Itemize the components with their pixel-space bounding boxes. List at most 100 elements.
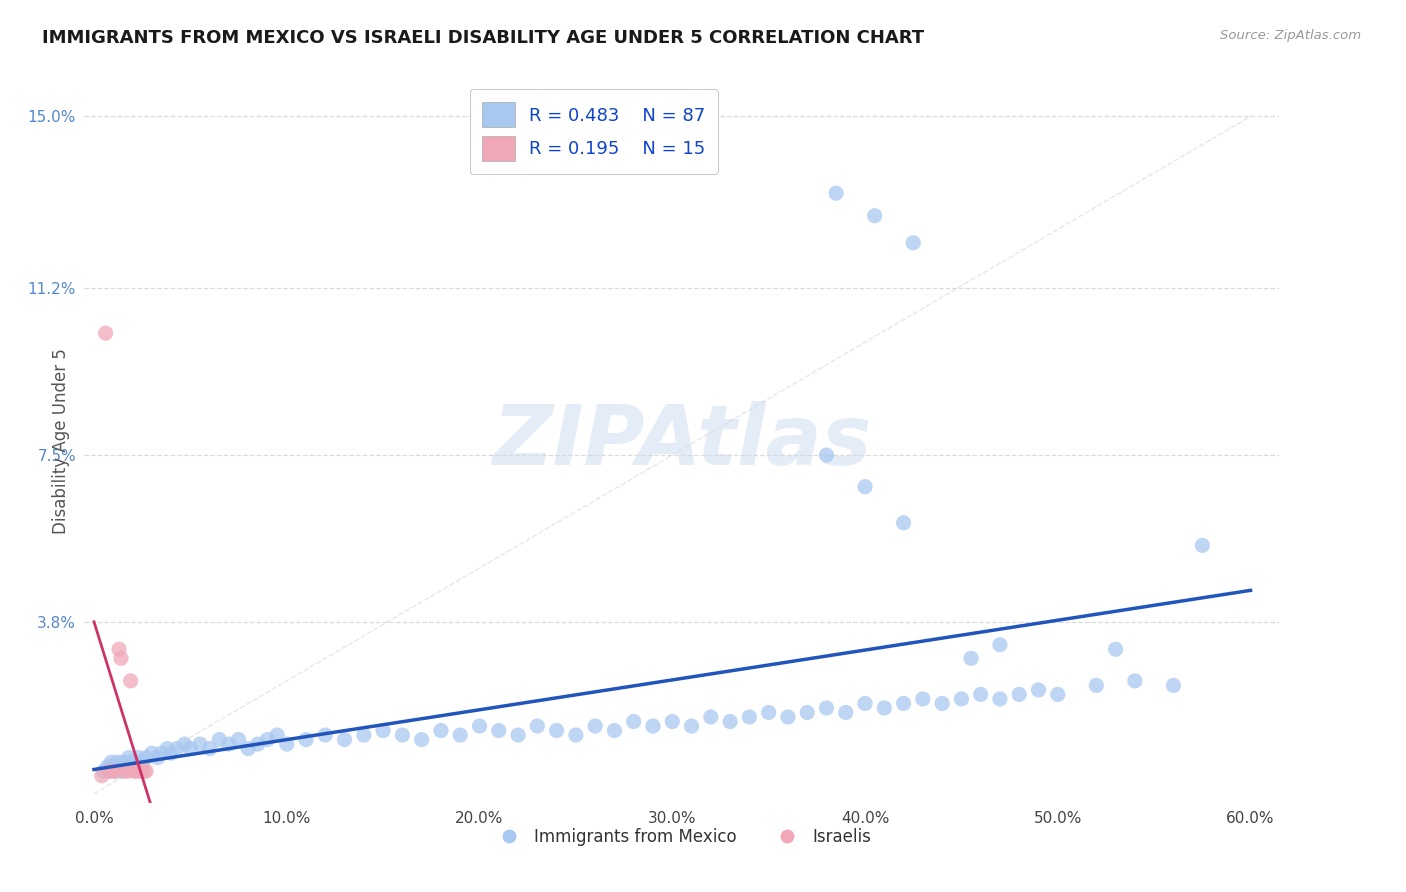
Point — [1104, 642, 1126, 657]
Point — [127, 750, 149, 764]
Point — [583, 719, 606, 733]
Point — [893, 697, 915, 711]
Point — [166, 741, 188, 756]
Legend: Immigrants from Mexico, Israelis: Immigrants from Mexico, Israelis — [486, 821, 877, 852]
Point — [256, 732, 278, 747]
Point — [90, 769, 112, 783]
Point — [506, 728, 529, 742]
Point — [1008, 687, 1031, 701]
Point — [118, 764, 141, 779]
Point — [373, 723, 395, 738]
Point — [758, 706, 780, 720]
Point — [700, 710, 723, 724]
Point — [110, 651, 132, 665]
Point — [1085, 678, 1108, 692]
Point — [903, 235, 925, 250]
Point — [121, 760, 143, 774]
Point — [173, 737, 195, 751]
Point — [96, 760, 118, 774]
Point — [1028, 682, 1050, 697]
Point — [950, 692, 973, 706]
Point — [208, 732, 231, 747]
Point — [98, 764, 121, 779]
Point — [603, 723, 626, 738]
Text: Source: ZipAtlas.com: Source: ZipAtlas.com — [1220, 29, 1361, 43]
Point — [641, 719, 664, 733]
Point — [120, 755, 142, 769]
Point — [1046, 687, 1069, 701]
Point — [104, 764, 127, 779]
Text: IMMIGRANTS FROM MEXICO VS ISRAELI DISABILITY AGE UNDER 5 CORRELATION CHART: IMMIGRANTS FROM MEXICO VS ISRAELI DISABI… — [42, 29, 924, 47]
Point — [815, 701, 838, 715]
Point — [156, 741, 179, 756]
Point — [796, 706, 818, 720]
Point — [135, 750, 157, 764]
Point — [146, 750, 169, 764]
Point — [931, 697, 953, 711]
Point — [103, 764, 125, 779]
Point — [314, 728, 336, 742]
Point — [353, 728, 375, 742]
Point — [1163, 678, 1185, 692]
Point — [565, 728, 588, 742]
Point — [132, 764, 156, 779]
Point — [1123, 673, 1146, 688]
Point — [776, 710, 799, 724]
Point — [198, 741, 221, 756]
Point — [103, 760, 125, 774]
Point — [853, 697, 876, 711]
Point — [411, 732, 433, 747]
Point — [160, 746, 183, 760]
Point — [661, 714, 683, 729]
Point — [960, 651, 983, 665]
Point — [188, 737, 211, 751]
Point — [108, 642, 131, 657]
Point — [449, 728, 471, 742]
Point — [150, 746, 173, 760]
Point — [111, 755, 134, 769]
Point — [430, 723, 453, 738]
Point — [468, 719, 491, 733]
Point — [93, 764, 115, 779]
Point — [118, 750, 141, 764]
Point — [391, 728, 413, 742]
Point — [246, 737, 269, 751]
Point — [863, 209, 886, 223]
Point — [120, 673, 142, 688]
Point — [238, 741, 260, 756]
Point — [98, 764, 121, 779]
Point — [228, 732, 250, 747]
Point — [835, 706, 858, 720]
Point — [115, 755, 138, 769]
Text: ZIPAtlas: ZIPAtlas — [492, 401, 872, 482]
Point — [295, 732, 318, 747]
Point — [333, 732, 356, 747]
Point — [114, 764, 136, 779]
Point — [988, 638, 1011, 652]
Point — [129, 764, 152, 779]
Point — [911, 692, 934, 706]
Point — [718, 714, 741, 729]
Point — [526, 719, 548, 733]
Point — [738, 710, 761, 724]
Point — [105, 755, 128, 769]
Point — [125, 755, 148, 769]
Point — [100, 755, 122, 769]
Point — [1191, 538, 1213, 552]
Point — [488, 723, 510, 738]
Y-axis label: Disability Age Under 5: Disability Age Under 5 — [52, 349, 70, 534]
Point — [546, 723, 568, 738]
Point — [893, 516, 915, 530]
Point — [681, 719, 703, 733]
Point — [815, 448, 838, 462]
Point — [825, 186, 848, 201]
Point — [853, 480, 876, 494]
Point — [988, 692, 1011, 706]
Point — [114, 760, 136, 774]
Point — [104, 764, 127, 779]
Point — [218, 737, 240, 751]
Point — [110, 764, 132, 779]
Point — [276, 737, 298, 751]
Point — [873, 701, 896, 715]
Point — [108, 760, 131, 774]
